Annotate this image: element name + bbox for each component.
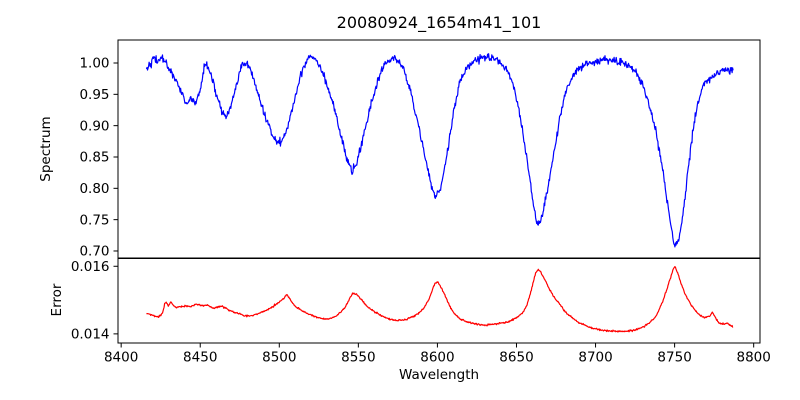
y-tick-label-spectrum: 0.95: [79, 87, 109, 103]
y-tick-label-spectrum: 0.90: [79, 118, 109, 134]
x-tick-label: 8500: [262, 350, 296, 366]
spectrum-line: [145, 53, 734, 248]
error-line: [146, 265, 734, 333]
axes-frame-spectrum: [117, 39, 761, 259]
y-tick-label-spectrum: 1.00: [79, 56, 109, 72]
y-tick-label-spectrum: 0.80: [79, 181, 109, 197]
y-axis-label-spectrum: Spectrum: [38, 116, 54, 182]
x-tick-label: 8400: [104, 350, 138, 366]
x-axis-label: Wavelength: [398, 367, 480, 383]
y-tick-label-spectrum: 0.85: [79, 150, 109, 166]
x-tick-label: 8450: [183, 350, 217, 366]
x-tick-label: 8550: [341, 350, 375, 366]
y-tick-label-spectrum: 0.75: [79, 212, 109, 228]
x-tick-label: 8650: [499, 350, 533, 366]
y-tick-label-error: 0.014: [71, 326, 110, 342]
x-tick-label: 8600: [420, 350, 454, 366]
y-tick-label-error: 0.016: [71, 259, 110, 275]
axes-frame-error: [117, 258, 761, 344]
y-tick-label-spectrum: 0.70: [79, 244, 109, 260]
x-tick-label: 8700: [578, 350, 612, 366]
chart-title: 20080924_1654m41_101: [336, 13, 542, 32]
x-tick-label: 8800: [736, 350, 770, 366]
y-axis-label-error: Error: [49, 283, 65, 317]
x-tick-label: 8750: [657, 350, 691, 366]
